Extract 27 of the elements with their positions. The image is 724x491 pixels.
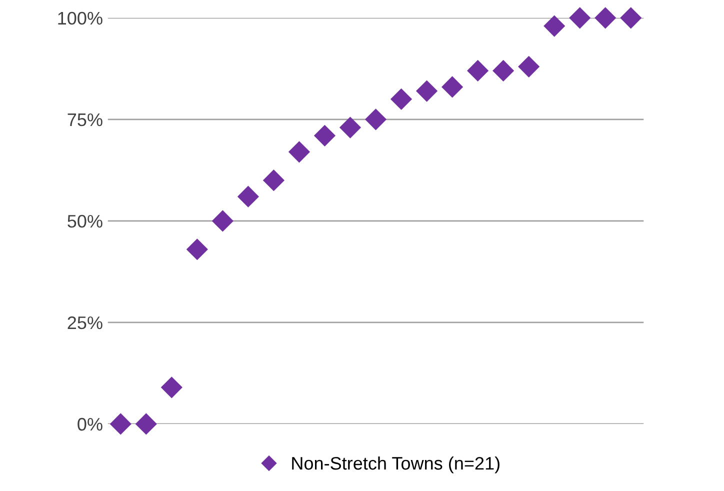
- point: [238, 186, 259, 208]
- point: [390, 88, 412, 110]
- y-tick-label: 50%: [68, 214, 102, 228]
- legend-label: Non-Stretch Towns (n=21): [292, 456, 500, 474]
- point: [110, 413, 132, 434]
- point: [263, 170, 284, 191]
- point: [620, 7, 642, 28]
- point: [136, 413, 157, 434]
- y-tick-label: 75%: [68, 113, 102, 126]
- point: [442, 76, 463, 98]
- point: [518, 56, 540, 78]
- point: [544, 16, 565, 37]
- y-tick-label: 0%: [78, 418, 102, 431]
- point: [161, 376, 182, 398]
- y-tick-label: 25%: [68, 316, 102, 330]
- point: [314, 125, 336, 146]
- point: [340, 117, 361, 138]
- point: [594, 7, 616, 28]
- y-tick-label: 100%: [58, 12, 102, 25]
- point: [288, 141, 310, 162]
- point: [212, 210, 234, 232]
- point: [365, 108, 386, 130]
- point: [569, 7, 590, 28]
- point: [467, 60, 488, 82]
- point: [492, 60, 514, 82]
- point: [186, 238, 208, 260]
- point: [416, 80, 438, 102]
